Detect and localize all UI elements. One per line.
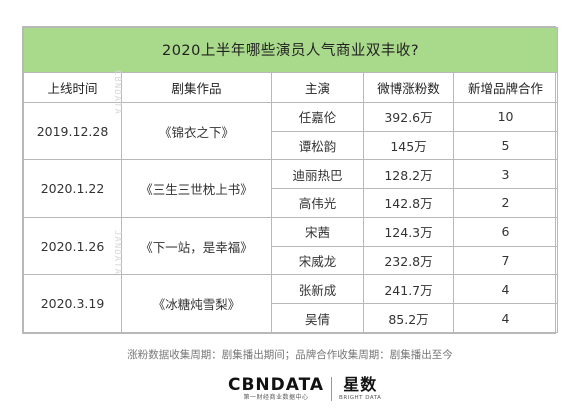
cell-star: 宋茜 — [271, 216, 364, 247]
table-header-row: 上线时间 剧集作品 主演 微博涨粉数 新增品牌合作 — [23, 71, 559, 103]
cell-brands: 2 — [452, 188, 559, 218]
cbndata-logo-text: CBNDATA — [228, 375, 325, 395]
cell-brands: 4 — [452, 303, 559, 333]
table-row: 2020.1.26 《下一站，是幸福》 宋茜 124.3万 6 — [23, 216, 559, 276]
header-date: 上线时间 — [23, 71, 122, 103]
cell-fans: 241.7万 — [363, 274, 454, 305]
cell-fans: 124.3万 — [363, 216, 454, 247]
table-row: 2020.3.19 《冰糖炖雪梨》 张新成 241.7万 4 — [23, 274, 559, 333]
cell-fans: 232.8万 — [363, 245, 454, 276]
logo-divider — [331, 377, 333, 401]
brand-logo: CBNDATA 第一财经商业数据中心 星数 BRIGHT DATA — [228, 376, 381, 408]
cell-star: 任嘉伦 — [271, 101, 364, 132]
cbndata-logo-subtext: 第一财经商业数据中心 — [243, 394, 309, 401]
actor-popularity-table: 2020上半年哪些演员人气商业双丰收? 上线时间 剧集作品 主演 微博涨粉数 新… — [22, 27, 559, 333]
cell-brands: 3 — [452, 159, 559, 190]
cell-brands: 5 — [452, 130, 559, 161]
table-row: 2020.1.22 《三生三世枕上书》 迪丽热巴 128.2万 3 — [23, 159, 559, 218]
cell-brands: 4 — [452, 274, 559, 305]
cell-fans: 392.6万 — [363, 101, 454, 132]
cell-star: 张新成 — [271, 274, 364, 305]
table-title: 2020上半年哪些演员人气商业双丰收? — [22, 27, 559, 73]
header-show: 剧集作品 — [121, 71, 272, 103]
table-row: 吴倩 85.2万 4 — [24, 303, 559, 333]
cell-date: 2020.1.26 — [23, 216, 122, 276]
cell-star: 宋威龙 — [271, 245, 364, 276]
cell-fans: 85.2万 — [363, 303, 454, 333]
brightdata-logo-text: 星数 — [343, 375, 378, 394]
header-brands: 新增品牌合作 — [452, 71, 559, 103]
cell-brands: 10 — [452, 101, 559, 132]
cell-show: 《锦衣之下》 — [121, 101, 272, 161]
data-table-container: 2020上半年哪些演员人气商业双丰收? 上线时间 剧集作品 主演 微博涨粉数 新… — [22, 26, 559, 334]
cell-date: 2020.1.22 — [23, 159, 122, 218]
cell-fans: 128.2万 — [363, 159, 454, 190]
cell-brands: 6 — [452, 216, 559, 247]
cell-fans: 145万 — [363, 130, 454, 161]
cell-star: 迪丽热巴 — [271, 159, 364, 190]
brightdata-logo: 星数 BRIGHT DATA — [339, 376, 381, 402]
cell-show: 《下一站，是幸福》 — [121, 216, 272, 276]
cell-show: 《冰糖炖雪梨》 — [121, 274, 272, 333]
cell-star: 吴倩 — [271, 303, 364, 333]
cell-fans: 142.8万 — [363, 188, 454, 218]
cell-date: 2020.3.19 — [23, 274, 122, 333]
cell-star: 高伟光 — [271, 188, 364, 218]
table-row: 宋威龙 232.8万 7 — [24, 245, 559, 276]
cell-date: 2019.12.28 — [23, 101, 122, 161]
cbndata-logo: CBNDATA 第一财经商业数据中心 — [228, 376, 324, 402]
watermark-bottom: JANDATA — [112, 230, 122, 275]
footnote: 涨粉数据收集周期：剧集播出期间；品牌合作收集周期：剧集播出至今 — [127, 349, 453, 361]
table-row: 谭松韵 145万 5 — [24, 130, 559, 161]
header-fans: 微博涨粉数 — [363, 71, 454, 103]
cell-brands: 7 — [452, 245, 559, 276]
cell-show: 《三生三世枕上书》 — [121, 159, 272, 218]
table-row: 2019.12.28 《锦衣之下》 任嘉伦 392.6万 10 — [23, 101, 559, 161]
table-title-row: 2020上半年哪些演员人气商业双丰收? — [22, 27, 559, 73]
cell-star: 谭松韵 — [271, 130, 364, 161]
header-star: 主演 — [271, 71, 364, 103]
brightdata-logo-subtext: BRIGHT DATA — [339, 395, 382, 401]
